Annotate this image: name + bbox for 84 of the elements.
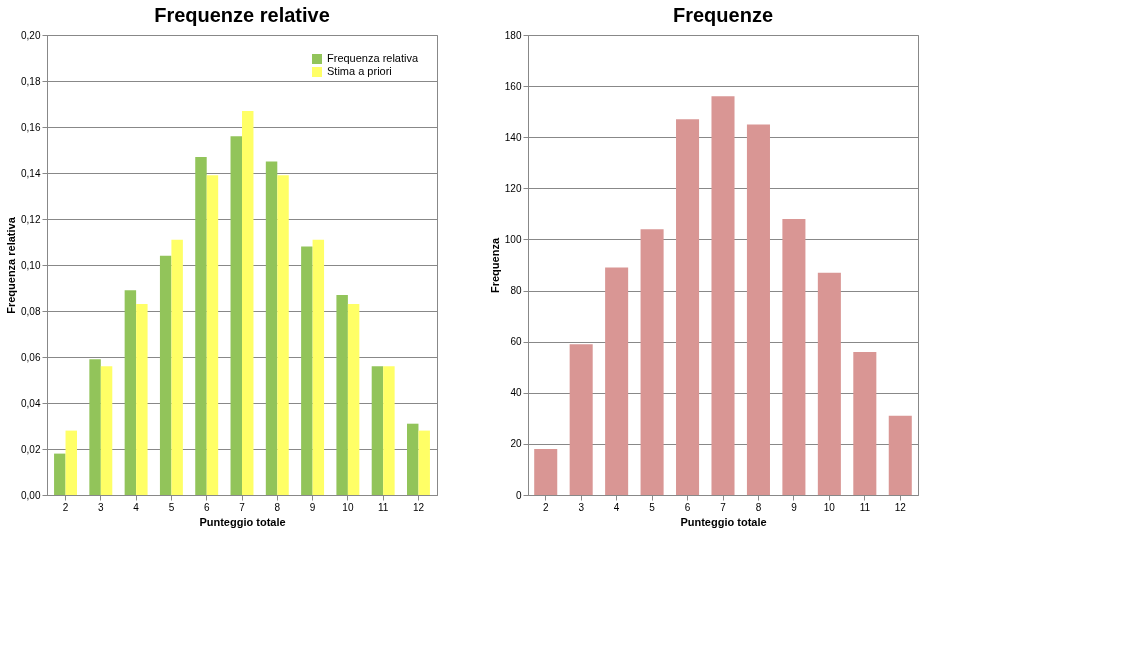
y-tick-label: 0,02 [21, 443, 41, 455]
bar [418, 430, 430, 495]
y-tick-label: 100 [504, 233, 522, 245]
x-tick-label: 5 [168, 501, 175, 513]
bar [371, 366, 384, 495]
x-axis-title: Punteggio totale [199, 515, 286, 528]
y-tick-label: 0,14 [21, 167, 41, 179]
bar [206, 175, 219, 495]
bar [136, 304, 148, 495]
bar [534, 449, 558, 495]
bar [711, 96, 735, 495]
bar [888, 415, 912, 495]
y-tick-label: 0,18 [21, 75, 41, 87]
y-tick-label: 0,20 [21, 29, 41, 41]
bar [782, 219, 806, 495]
bar [230, 136, 242, 495]
x-tick-label: 4 [613, 501, 620, 513]
y-tick-label: 0,04 [21, 397, 41, 409]
y-tick-label: 20 [510, 438, 522, 450]
x-tick-label: 9 [791, 501, 798, 513]
y-tick-label: 0,06 [21, 351, 41, 363]
x-tick-label: 12 [894, 501, 907, 513]
x-tick-label: 3 [578, 501, 585, 513]
bar [746, 124, 770, 495]
bar [676, 119, 700, 495]
y-tick-label: 60 [510, 336, 522, 348]
x-tick-label: 11 [859, 501, 871, 513]
bar [65, 430, 77, 495]
bar [640, 229, 664, 495]
bar [89, 359, 101, 495]
chart-title: Frequenze [672, 4, 774, 26]
y-axis-title: Frequenza relativa [5, 216, 18, 314]
y-tick-label: 0,08 [21, 305, 41, 317]
x-axis-title: Punteggio totale [680, 515, 767, 528]
y-tick-label: 0,12 [21, 213, 41, 225]
x-tick-label: 10 [342, 501, 354, 513]
x-tick-label: 12 [412, 501, 425, 513]
bar [312, 239, 325, 495]
bar [124, 290, 137, 495]
bar [347, 304, 360, 495]
legend-label: Stima a priori [327, 65, 392, 77]
x-tick-label: 8 [755, 501, 762, 513]
legend-label: Frequenza relativa [327, 52, 419, 64]
y-tick-label: 0,16 [21, 121, 41, 133]
y-tick-label: 0,00 [21, 489, 41, 501]
y-tick-label: 0,10 [21, 259, 41, 271]
y-tick-label: 180 [504, 29, 522, 41]
bar [100, 366, 113, 495]
bar [171, 239, 183, 495]
bar [407, 423, 419, 495]
x-tick-label: 9 [309, 501, 316, 513]
y-tick-label: 120 [504, 182, 522, 194]
bar [569, 344, 593, 495]
x-tick-label: 11 [377, 501, 389, 513]
bar [242, 110, 254, 495]
y-tick-label: 160 [504, 80, 522, 92]
bar [605, 267, 629, 495]
x-tick-label: 6 [203, 501, 210, 513]
y-tick-label: 140 [504, 131, 522, 143]
x-tick-label: 2 [542, 501, 549, 513]
x-tick-label: 5 [649, 501, 656, 513]
x-tick-label: 6 [684, 501, 691, 513]
x-tick-label: 4 [133, 501, 140, 513]
x-tick-label: 8 [274, 501, 281, 513]
x-tick-label: 2 [62, 501, 69, 513]
bar [383, 366, 395, 495]
bar [817, 272, 841, 495]
bar [853, 351, 877, 495]
bar [265, 161, 278, 495]
bar [195, 156, 207, 495]
x-tick-label: 7 [239, 501, 246, 513]
bar [159, 255, 172, 495]
y-axis-title: Frequenza [488, 237, 501, 294]
bar [336, 294, 348, 495]
x-tick-label: 10 [823, 501, 836, 513]
y-tick-label: 0 [515, 489, 522, 501]
y-tick-label: 80 [510, 285, 522, 297]
y-tick-label: 40 [510, 387, 522, 399]
chart-title: Frequenze relative [154, 4, 330, 26]
bar [277, 175, 289, 495]
bar [301, 246, 313, 495]
x-tick-label: 3 [98, 501, 105, 513]
bar [54, 453, 66, 495]
x-tick-label: 7 [720, 501, 727, 513]
